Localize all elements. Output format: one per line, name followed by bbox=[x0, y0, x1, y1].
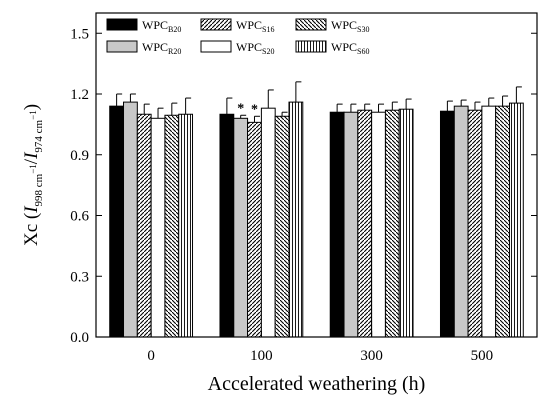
legend-swatch-WPCB20 bbox=[106, 18, 138, 31]
ylabel-num-sub-number: 998 bbox=[33, 189, 45, 206]
ylabel-den-sub-exp: −1 bbox=[28, 110, 38, 120]
axes-layer: 0.0 0.3 0.6 0.9 1.2 1.5 0 100 300 500 bbox=[70, 12, 538, 364]
bar-WPCS30-0 bbox=[164, 114, 180, 338]
ylabel-den-sub-number: 974 bbox=[33, 136, 45, 153]
ylabel-num-symbol: I bbox=[21, 205, 42, 214]
bar-WPCS16-300 bbox=[357, 109, 373, 338]
bar-WPCR20-300 bbox=[343, 111, 359, 338]
bar-WPCS16-100 bbox=[247, 121, 262, 338]
bar-WPCS60-100 bbox=[288, 101, 304, 338]
bar-WPCB20-300 bbox=[329, 111, 345, 338]
legend-label-WPCR20: WPCR20 bbox=[142, 40, 181, 56]
bar-WPCS60-0 bbox=[178, 113, 194, 338]
y-tick-label: 1.5 bbox=[70, 26, 89, 42]
bar-WPCB20-500 bbox=[439, 110, 455, 338]
y-axis-title: Xc (I998 cm−1/I974 cm−1) bbox=[21, 104, 45, 246]
bar-WPCS16-500 bbox=[467, 109, 483, 338]
bar-WPCS60-300 bbox=[398, 108, 414, 338]
x-tick-label: 0 bbox=[147, 348, 155, 364]
bar-WPCS20-100 bbox=[260, 107, 276, 338]
error-bars-layer bbox=[116, 81, 522, 123]
legend-swatch-WPCR20 bbox=[106, 40, 138, 53]
x-tick-label: 100 bbox=[250, 348, 273, 364]
ylabel-num-sub-exp: −1 bbox=[28, 164, 38, 174]
legend: WPCB20 WPCR20 WPCS16 WPCS20 WPCS30 WPCS60 bbox=[106, 18, 369, 56]
bar-WPCR20-500 bbox=[453, 105, 469, 338]
plot-frame bbox=[95, 12, 538, 338]
legend-label-WPCS20: WPCS20 bbox=[236, 40, 274, 56]
legend-swatch-WPCS16 bbox=[200, 18, 232, 31]
y-tick-label: 0.9 bbox=[70, 148, 89, 164]
ylabel-suffix: ) bbox=[21, 104, 42, 110]
legend-label-WPCS16: WPCS16 bbox=[236, 18, 274, 34]
bar-WPCS20-300 bbox=[371, 111, 386, 338]
bar-WPCS30-300 bbox=[384, 109, 400, 338]
ylabel-prefix: Xc ( bbox=[21, 213, 42, 246]
legend-swatch-WPCS30 bbox=[295, 18, 327, 31]
y-tick-label: 0.3 bbox=[70, 269, 89, 285]
bar-WPCS60-500 bbox=[508, 102, 524, 338]
annotations-layer: * * bbox=[237, 101, 258, 117]
x-axis-title: Accelerated weathering (h) bbox=[208, 373, 426, 395]
significance-marker: * bbox=[237, 101, 244, 116]
ylabel-den-symbol: I bbox=[21, 151, 42, 160]
ylabel-num-sub-unit: cm bbox=[33, 173, 45, 190]
legend-label-WPCB20: WPCB20 bbox=[142, 18, 181, 34]
significance-marker: * bbox=[251, 102, 258, 117]
bar-WPCB20-100 bbox=[219, 113, 235, 338]
legend-swatch-WPCS20 bbox=[200, 40, 232, 53]
bar-WPCR20-0 bbox=[123, 101, 138, 338]
x-tick-label: 300 bbox=[360, 348, 383, 364]
ylabel-den-sub-unit: cm bbox=[33, 119, 45, 136]
bar-WPCB20-0 bbox=[109, 105, 125, 338]
y-tick-label: 0.6 bbox=[70, 209, 89, 225]
y-tick-label: 1.2 bbox=[70, 87, 89, 103]
legend-label-WPCS30: WPCS30 bbox=[331, 18, 369, 34]
bar-WPCS30-500 bbox=[495, 105, 510, 338]
bar-WPCS30-100 bbox=[274, 115, 290, 338]
bars-layer bbox=[109, 101, 524, 338]
bar-WPCS20-0 bbox=[150, 117, 166, 338]
ylabel-slash: / bbox=[21, 158, 42, 164]
legend-label-WPCS60: WPCS60 bbox=[331, 40, 369, 56]
legend-swatch-WPCS60 bbox=[295, 40, 327, 53]
bar-WPCS20-500 bbox=[481, 105, 497, 338]
x-tick-label: 500 bbox=[471, 348, 494, 364]
bar-WPCR20-100 bbox=[233, 117, 249, 338]
y-tick-label: 0.0 bbox=[70, 330, 89, 346]
bar-WPCS16-0 bbox=[136, 113, 152, 338]
